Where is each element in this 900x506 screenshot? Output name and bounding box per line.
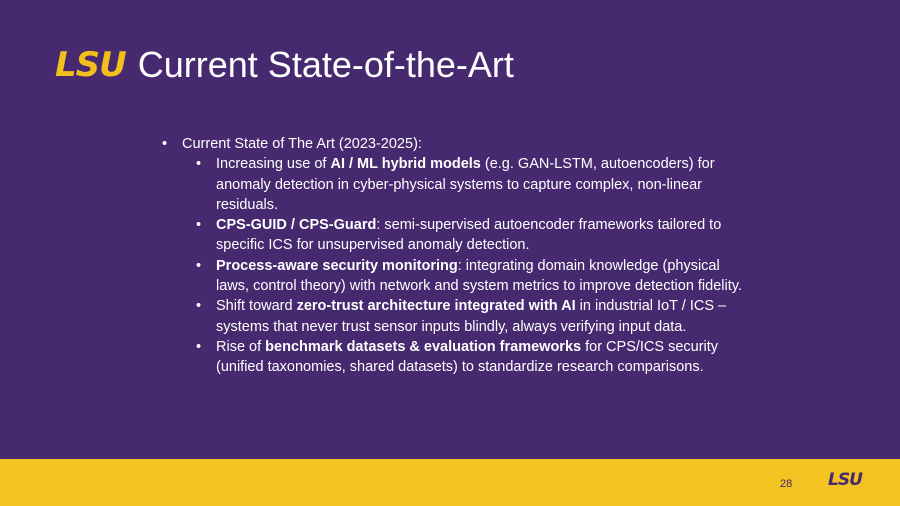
footer-lsu-logo: LSU xyxy=(828,472,862,489)
bullet-emphasis: CPS-GUID / CPS-Guard xyxy=(216,217,376,233)
slide-title: Current State-of-the-Art xyxy=(138,47,514,83)
list-item: Rise of benchmark datasets & evaluation … xyxy=(182,337,750,378)
footer-bar xyxy=(0,459,900,506)
list-item: Process-aware security monitoring: integ… xyxy=(182,256,750,297)
slide-header: LSU Current State-of-the-Art xyxy=(55,40,514,90)
list-item: CPS-GUID / CPS-Guard: semi-supervised au… xyxy=(182,215,750,256)
bullet-emphasis: AI / ML hybrid models xyxy=(330,156,480,172)
lsu-logo: LSU xyxy=(55,48,126,82)
bullet-emphasis: Process-aware security monitoring xyxy=(216,258,458,274)
sub-bullet-list: Increasing use of AI / ML hybrid models … xyxy=(182,154,750,377)
bullet-text: Rise of xyxy=(216,339,265,355)
slide-content: Current State of The Art (2023-2025): In… xyxy=(160,134,750,378)
bullet-text: Shift toward xyxy=(216,298,297,314)
page-number: 28 xyxy=(780,478,792,490)
bullet-list: Current State of The Art (2023-2025): In… xyxy=(160,134,750,378)
list-item: Shift toward zero-trust architecture int… xyxy=(182,296,750,337)
bullet-heading: Current State of The Art (2023-2025): xyxy=(182,136,422,152)
bullet-emphasis: benchmark datasets & evaluation framewor… xyxy=(265,339,581,355)
list-item: Current State of The Art (2023-2025): In… xyxy=(160,134,750,378)
list-item: Increasing use of AI / ML hybrid models … xyxy=(182,154,750,215)
bullet-emphasis: zero-trust architecture integrated with … xyxy=(297,298,576,314)
bullet-text: Increasing use of xyxy=(216,156,330,172)
